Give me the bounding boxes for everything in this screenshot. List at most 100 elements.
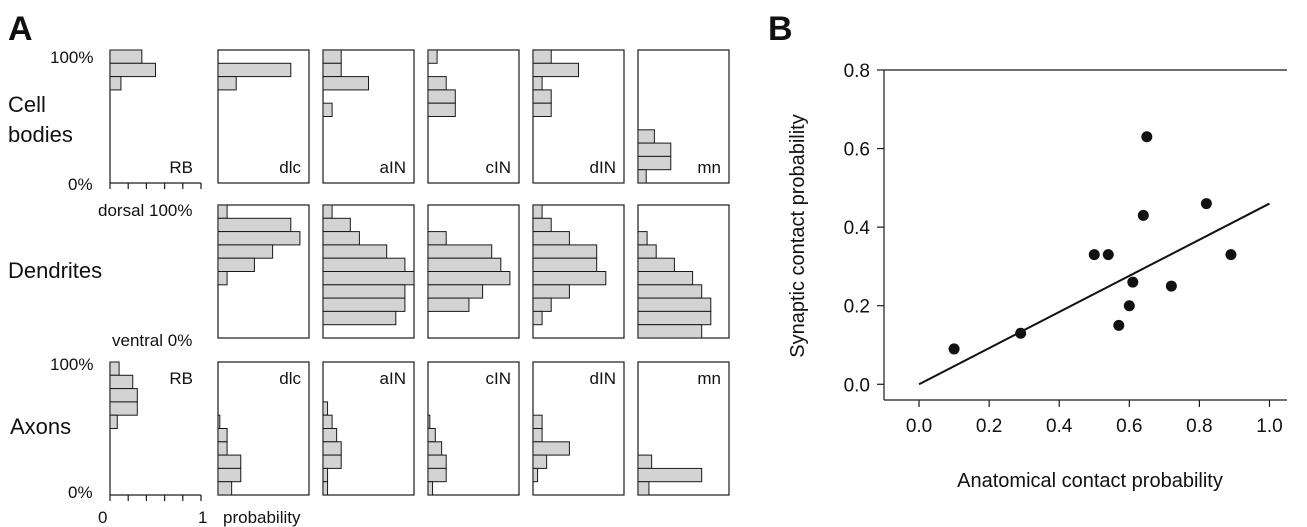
histogram-bar-1-1-0 — [217, 204, 228, 219]
scatter-point-11 — [1225, 249, 1237, 261]
histogram-bar-1-4-6 — [532, 284, 570, 299]
panel-neuron-label-0-2: aIN — [380, 158, 406, 177]
histogram-bar-0-1-1 — [217, 62, 292, 78]
histogram-bar-1-4-2 — [532, 231, 570, 246]
histogram-bar-1-5-2 — [637, 231, 648, 246]
scatter-point-5 — [1123, 300, 1135, 312]
histogram-grid: RB dlc aIN cIN dIN mn RB dlc aIN cIN dIN mn — [109, 49, 730, 501]
histogram-bar-2-5-8 — [637, 467, 703, 483]
histogram-bar-2-4-4 — [532, 414, 543, 430]
scatter-x-title: Anatomical contact probability — [957, 470, 1223, 492]
histogram-bar-1-1-1 — [217, 217, 292, 233]
histogram-bar-0-0-0 — [109, 49, 143, 64]
histogram-bar-0-5-9 — [637, 169, 647, 184]
histogram-bar-2-3-5 — [427, 428, 436, 443]
histogram-bar-1-2-5 — [322, 271, 415, 286]
histogram-bar-2-4-5 — [532, 428, 543, 443]
histogram-bar-1-3-2 — [427, 231, 447, 246]
histogram-bar-2-3-9 — [427, 481, 434, 496]
scatter-y-tick-label-4: 0.8 — [844, 61, 870, 82]
panel-neuron-label-2-1: dlc — [279, 369, 301, 388]
row-label-dendrites: Dendrites — [8, 258, 102, 283]
histogram-bar-1-5-3 — [637, 244, 657, 259]
panel-neuron-label-2-4: dIN — [590, 369, 616, 388]
histogram-bar-1-2-4 — [322, 257, 406, 273]
panel-neuron-label-0-3: cIN — [486, 158, 512, 177]
histogram-bar-1-3-3 — [427, 244, 493, 259]
histogram-bar-1-5-6 — [637, 284, 703, 299]
row-label-cell-line2: bodies — [8, 122, 73, 147]
histogram-bar-1-1-4 — [217, 257, 255, 273]
histogram-bar-0-4-0 — [532, 49, 552, 64]
scatter-point-8 — [1141, 131, 1153, 143]
histogram-bar-0-2-0 — [322, 49, 342, 64]
histogram-bar-0-4-3 — [532, 89, 552, 104]
histogram-bar-2-2-8 — [322, 467, 329, 483]
histogram-bar-2-3-6 — [427, 441, 443, 456]
histogram-bar-1-2-3 — [322, 244, 388, 259]
histogram-bar-0-3-4 — [427, 102, 456, 117]
scatter-x-tick-label-2: 0.4 — [1046, 416, 1073, 437]
histogram-bar-1-1-5 — [217, 271, 228, 286]
axon-y-bottom-label: 0% — [68, 483, 93, 502]
histogram-bar-2-1-7 — [217, 454, 242, 469]
histogram-bar-2-0-3 — [109, 401, 138, 416]
histogram-bar-1-5-8 — [637, 310, 712, 326]
histogram-bar-1-3-4 — [427, 257, 502, 273]
histogram-bar-0-5-8 — [637, 155, 672, 171]
histogram-bar-2-5-7 — [637, 454, 653, 469]
histogram-bar-2-1-9 — [217, 481, 233, 496]
histogram-bar-1-4-5 — [532, 271, 607, 286]
panel-neuron-label-0-1: dlc — [279, 158, 301, 177]
histogram-bar-2-2-3 — [322, 401, 329, 416]
histogram-bar-1-3-6 — [427, 284, 484, 299]
histogram-bar-2-3-4 — [427, 414, 431, 430]
panel-frame-0-5 — [637, 49, 730, 184]
scatter-point-6 — [1127, 276, 1139, 288]
histogram-bar-1-2-2 — [322, 231, 360, 246]
histogram-bar-2-1-5 — [217, 428, 228, 443]
panel-frame-0-1 — [217, 49, 310, 184]
panel-neuron-label-0-4: dIN — [590, 158, 616, 177]
histogram-bar-1-4-8 — [532, 310, 543, 326]
scatter-x-tick-label-1: 0.2 — [976, 416, 1002, 437]
histogram-bar-2-0-0 — [109, 361, 120, 376]
x-axis-max-label: 1 — [198, 508, 207, 527]
histogram-bar-1-4-1 — [532, 217, 552, 233]
panel-neuron-label-2-5: mn — [697, 369, 721, 388]
scatter-y-tick-label-0: 0.0 — [844, 375, 870, 396]
histogram-bar-2-3-8 — [427, 467, 447, 483]
histogram-bar-0-2-4 — [322, 102, 333, 117]
histogram-bar-0-4-1 — [532, 62, 579, 78]
x-axis-title: probability — [223, 508, 301, 527]
row-label-axons: Axons — [10, 414, 71, 439]
histogram-bar-0-0-2 — [109, 76, 122, 91]
histogram-bar-2-4-6 — [532, 441, 570, 456]
axon-y-top-label: 100% — [50, 355, 93, 374]
panel-neuron-label-0-5: mn — [697, 158, 721, 177]
scatter-y-tick-label-1: 0.2 — [844, 297, 870, 318]
scatter-point-9 — [1165, 280, 1177, 292]
histogram-bar-2-0-1 — [109, 374, 134, 390]
scatter-point-2 — [1088, 249, 1100, 261]
histogram-bar-0-0-1 — [109, 62, 156, 78]
scatter-y-tick-label-3: 0.6 — [844, 140, 870, 161]
histogram-bar-2-1-8 — [217, 467, 242, 483]
scatter-x-tick-label-4: 0.8 — [1186, 416, 1212, 437]
histogram-bar-0-3-2 — [427, 76, 447, 91]
histogram-bar-1-2-0 — [322, 204, 333, 219]
panel-a-label: A — [8, 10, 33, 48]
scatter-x-tick-label-5: 1.0 — [1256, 416, 1282, 437]
regression-line — [918, 202, 1270, 386]
histogram-bar-1-2-8 — [322, 310, 397, 326]
histogram-bar-0-3-3 — [427, 89, 456, 104]
scatter-y-tick-label-2: 0.4 — [844, 218, 871, 239]
scatter-point-3 — [1102, 249, 1114, 261]
histogram-bar-0-5-7 — [637, 142, 672, 157]
histogram-bar-2-0-2 — [109, 388, 138, 403]
scatter-point-1 — [1015, 327, 1027, 339]
scatter-y-title: Synaptic contact probability — [787, 114, 809, 357]
panel-neuron-label-2-2: aIN — [380, 369, 406, 388]
histogram-bar-1-4-4 — [532, 257, 598, 273]
